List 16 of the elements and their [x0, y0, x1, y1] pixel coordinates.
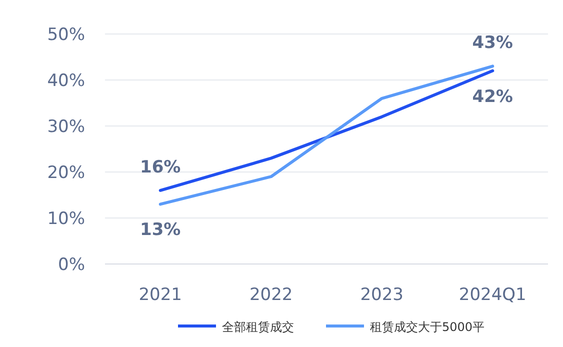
- legend-label: 全部租赁成交: [222, 320, 294, 334]
- y-tick-label: 10%: [47, 209, 85, 229]
- y-tick-label: 50%: [47, 25, 85, 45]
- data-label: 16%: [140, 157, 181, 178]
- y-tick-label: 20%: [47, 163, 85, 183]
- x-tick-label: 2024Q1: [458, 285, 526, 305]
- x-tick-label: 2023: [360, 285, 404, 305]
- data-label: 13%: [140, 220, 181, 240]
- data-label: 42%: [472, 86, 513, 107]
- y-tick-label: 40%: [47, 71, 85, 91]
- data-label: 43%: [472, 33, 513, 54]
- y-tick-label: 0%: [58, 255, 85, 275]
- x-tick-label: 2022: [249, 285, 293, 305]
- y-tick-label: 30%: [47, 117, 85, 137]
- x-tick-label: 2021: [138, 285, 182, 305]
- legend-label: 租赁成交大于5000平: [370, 320, 485, 334]
